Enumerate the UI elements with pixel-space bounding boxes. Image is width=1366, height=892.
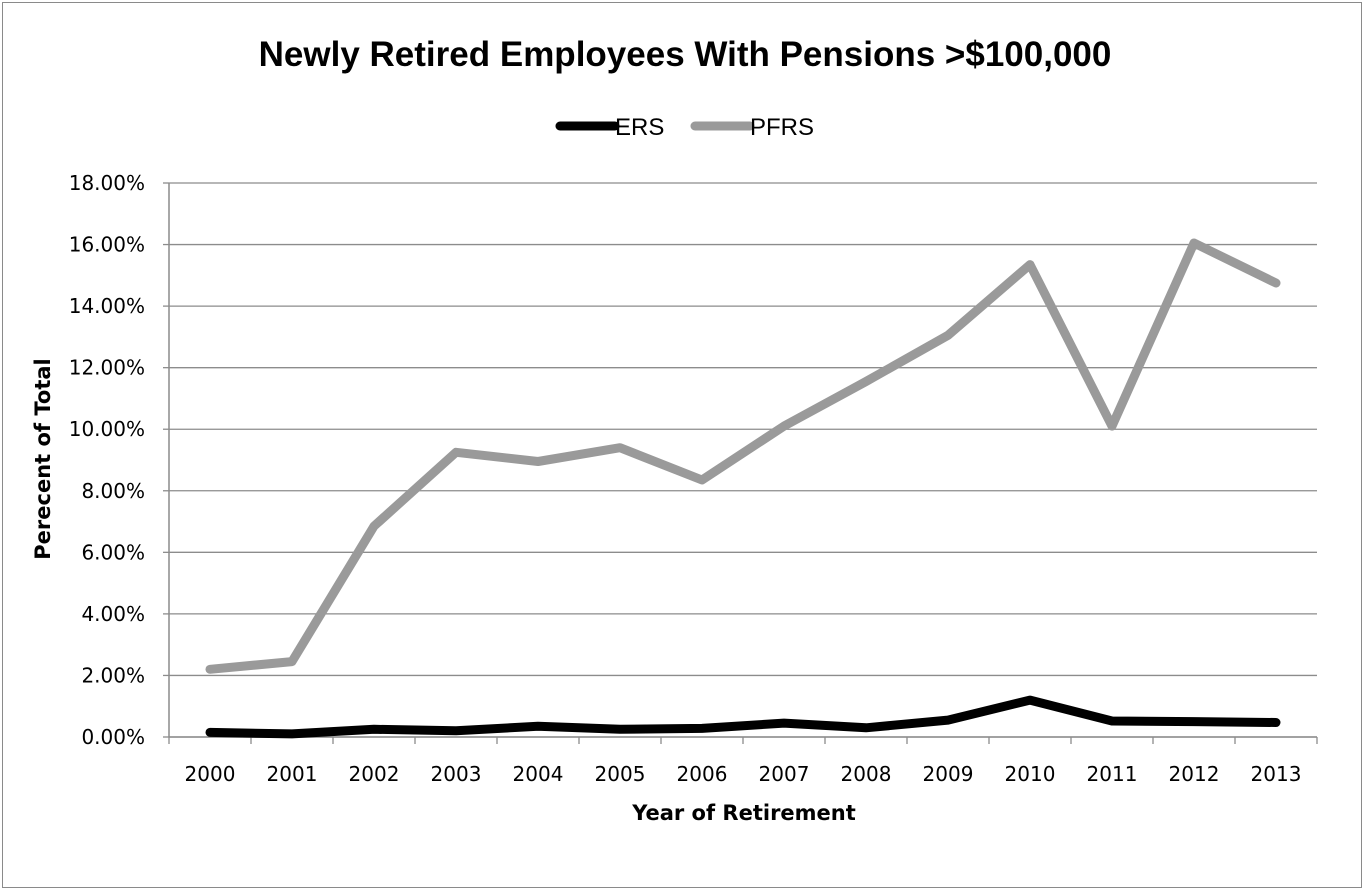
series-line-ers <box>205 695 1281 739</box>
y-tick-label: 8.00% <box>81 479 145 503</box>
x-tick-label: 2002 <box>349 762 400 786</box>
x-axis: 2000 2001 2002 2003 2004 2005 2006 2007 2008 2009… <box>168 183 1318 786</box>
x-tick-label: 2013 <box>1251 762 1302 786</box>
x-tick-label: 2000 <box>185 762 236 786</box>
x-tick-label: 2010 <box>1005 762 1056 786</box>
legend: ERS PFRS <box>555 114 814 141</box>
series-lines <box>205 238 1281 739</box>
y-tick-label: 16.00% <box>69 233 145 257</box>
y-tick-label: 18.00% <box>69 171 145 195</box>
y-tick-label: 0.00% <box>81 725 145 749</box>
x-tick-label: 2011 <box>1087 762 1138 786</box>
y-tick-label: 4.00% <box>81 602 145 626</box>
y-tick-label: 14.00% <box>69 294 145 318</box>
gridlines <box>169 182 1317 738</box>
y-tick-label: 2.00% <box>81 663 145 687</box>
x-tick-label: 2003 <box>431 762 482 786</box>
y-axis-title: Perecent of Total <box>31 358 55 559</box>
y-axis-ticks: 0.00% 2.00% 4.00% 6.00% 8.00% 10.00% 12.00% 14.… <box>69 171 169 749</box>
x-tick-label: 2001 <box>267 762 318 786</box>
x-axis-title: Year of Retirement <box>631 801 856 825</box>
x-tick-label: 2012 <box>1169 762 1220 786</box>
y-tick-label: 6.00% <box>81 540 145 564</box>
legend-label-pfrs: PFRS <box>750 114 814 141</box>
x-tick-label: 2009 <box>923 762 974 786</box>
y-tick-label: 12.00% <box>69 356 145 380</box>
x-tick-label: 2005 <box>595 762 646 786</box>
chart-title: Newly Retired Employees With Pensions >$… <box>259 35 1112 74</box>
x-tick-label: 2006 <box>677 762 728 786</box>
x-tick-label: 2008 <box>841 762 892 786</box>
series-line-pfrs <box>205 238 1281 674</box>
y-tick-label: 10.00% <box>69 417 145 441</box>
x-tick-label: 2004 <box>513 762 564 786</box>
legend-label-ers: ERS <box>615 114 664 141</box>
x-tick-label: 2007 <box>759 762 810 786</box>
